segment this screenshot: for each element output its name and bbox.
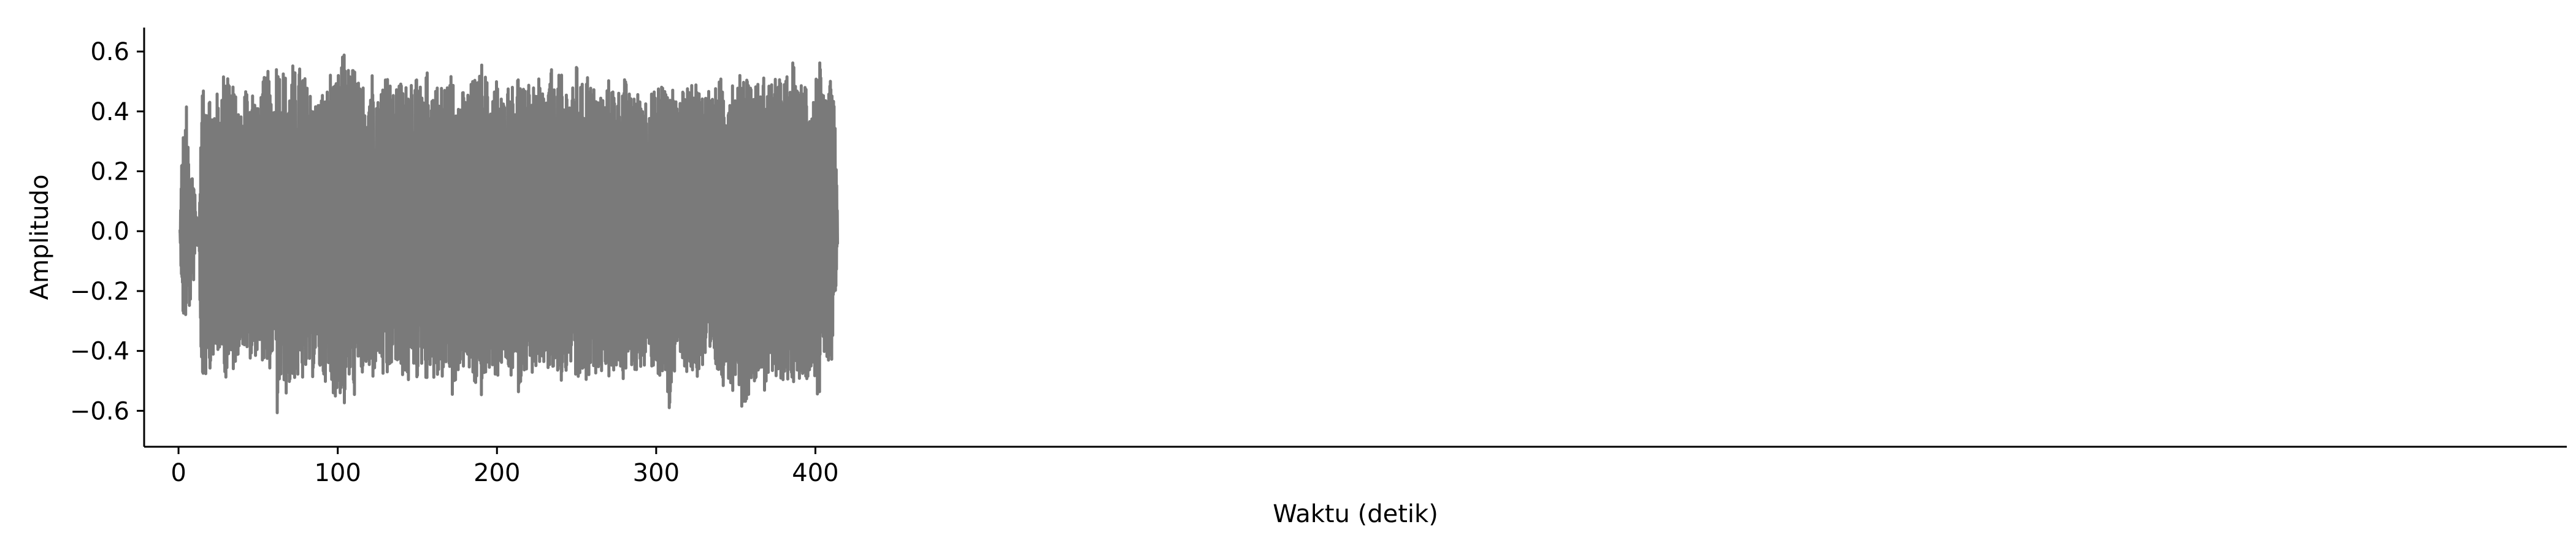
y-tick-label: 0.2 — [90, 158, 129, 186]
y-tick-label: 0.0 — [90, 218, 129, 246]
y-tick-label: −0.6 — [70, 397, 129, 425]
waveform-series-line — [177, 53, 839, 414]
axes — [143, 28, 2567, 448]
y-tick-label: −0.2 — [70, 278, 129, 306]
y-tick-label: 0.4 — [90, 98, 129, 126]
x-tick-label: 300 — [633, 459, 680, 487]
x-tick-label: 400 — [792, 459, 838, 487]
y-axis-label: Amplitudo — [26, 175, 54, 300]
x-tick-label: 200 — [473, 459, 520, 487]
x-ticks: 0 100 200 300 400 — [171, 447, 839, 487]
x-tick-label: 100 — [314, 459, 361, 487]
x-axis-label: Waktu (detik) — [1273, 500, 1438, 528]
y-ticks: −0.6 −0.4 −0.2 0.0 0.2 0.4 0.6 — [70, 38, 144, 425]
x-tick-label: 0 — [171, 459, 186, 487]
plot-area — [177, 53, 839, 414]
y-tick-label: −0.4 — [70, 338, 129, 366]
y-tick-label: 0.6 — [90, 38, 129, 66]
